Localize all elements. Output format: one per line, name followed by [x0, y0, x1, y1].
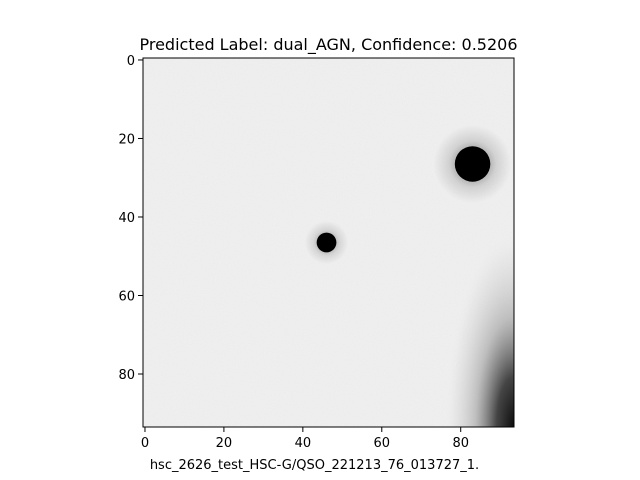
y-tick-label: 0: [127, 54, 135, 69]
y-axis-ticks: 0 20 40 60 80: [118, 54, 143, 383]
figure-title: Predicted Label: dual_AGN, Confidence: 0…: [139, 35, 517, 55]
y-tick-label: 20: [118, 132, 135, 147]
compact-source: [316, 232, 337, 253]
bright-source: [454, 146, 491, 182]
extended-emission-region: [444, 227, 514, 427]
axes-frame: [142, 57, 515, 428]
x-tick-label: 80: [452, 436, 469, 451]
x-tick-label: 0: [141, 436, 149, 451]
y-tick-label: 60: [118, 289, 135, 304]
x-tick-label: 40: [295, 436, 312, 451]
x-axis-ticks: 0 20 40 60 80: [141, 427, 469, 451]
y-tick-label: 80: [118, 368, 135, 383]
x-tick-label: 20: [216, 436, 233, 451]
x-tick-label: 60: [374, 436, 391, 451]
astronomical-image: [143, 58, 514, 427]
sources-layer: [304, 124, 512, 265]
x-axis-label: hsc_2626_test_HSC-G/QSO_221213_76_013727…: [150, 458, 479, 473]
y-tick-label: 40: [118, 211, 135, 226]
